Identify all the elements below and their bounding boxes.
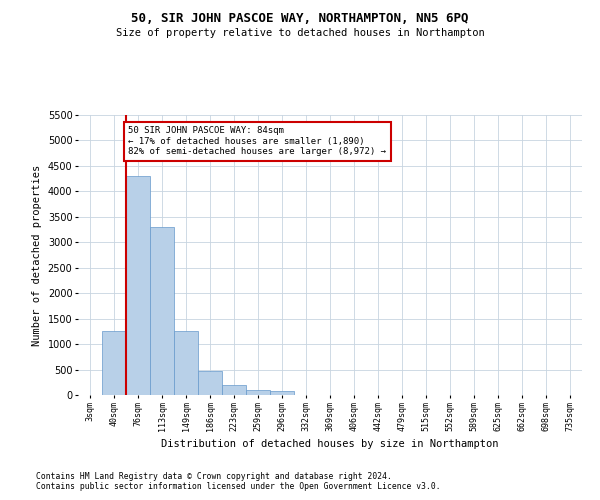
Bar: [102, 332, 126, 395]
Bar: [222, 385, 246, 395]
Bar: [198, 370, 222, 395]
Text: 50, SIR JOHN PASCOE WAY, NORTHAMPTON, NN5 6PQ: 50, SIR JOHN PASCOE WAY, NORTHAMPTON, NN…: [131, 12, 469, 26]
Bar: [270, 392, 294, 395]
Text: 50 SIR JOHN PASCOE WAY: 84sqm
← 17% of detached houses are smaller (1,890)
82% o: 50 SIR JOHN PASCOE WAY: 84sqm ← 17% of d…: [128, 126, 386, 156]
Bar: [126, 176, 150, 395]
Text: Size of property relative to detached houses in Northampton: Size of property relative to detached ho…: [116, 28, 484, 38]
Y-axis label: Number of detached properties: Number of detached properties: [32, 164, 42, 346]
Bar: [174, 332, 198, 395]
Bar: [246, 390, 270, 395]
Text: Contains HM Land Registry data © Crown copyright and database right 2024.: Contains HM Land Registry data © Crown c…: [36, 472, 392, 481]
Bar: [150, 227, 174, 395]
Text: Contains public sector information licensed under the Open Government Licence v3: Contains public sector information licen…: [36, 482, 440, 491]
X-axis label: Distribution of detached houses by size in Northampton: Distribution of detached houses by size …: [161, 439, 499, 449]
